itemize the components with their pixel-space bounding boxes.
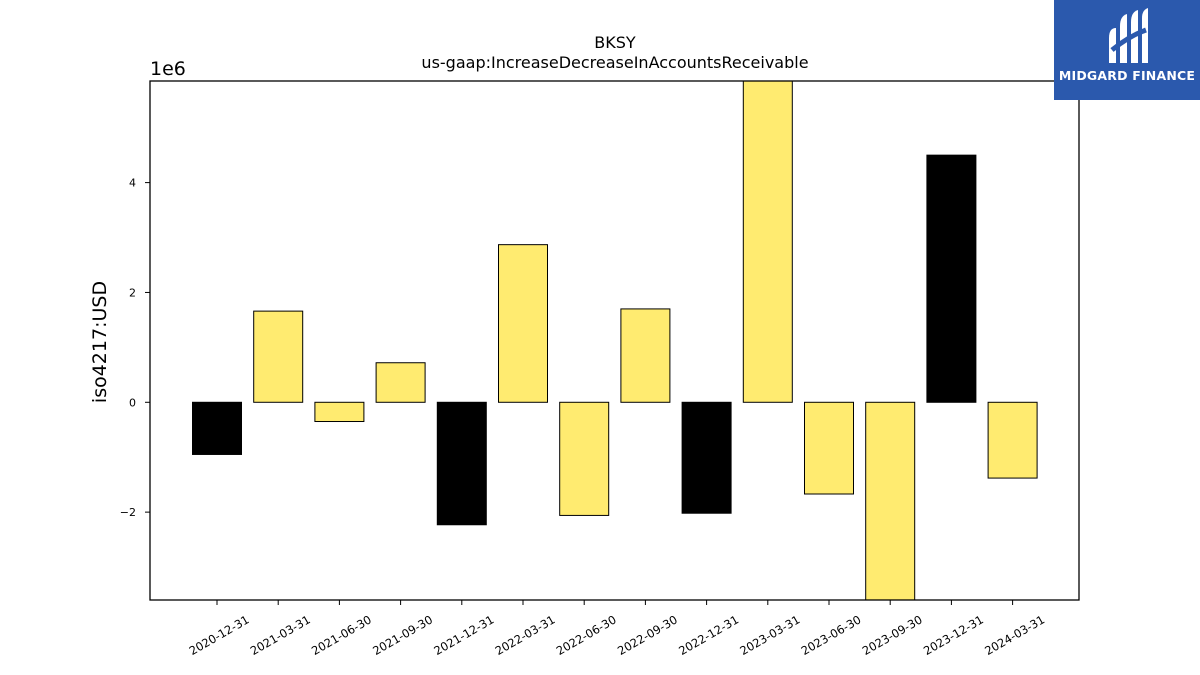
brand-logo: MIDGARD FINANCE — [1054, 0, 1200, 100]
bar-2021-06-30 — [314, 401, 365, 423]
x-tick-label: 2021-09-30 — [370, 612, 435, 658]
x-tick-label: 2020-12-31 — [187, 612, 252, 658]
x-tick-label: 2021-03-31 — [248, 612, 313, 658]
x-tick-label: 2023-12-31 — [921, 612, 986, 658]
chart-subtitle: us-gaap:IncreaseDecreaseInAccountsReceiv… — [421, 53, 808, 72]
x-tick-label: 2022-12-31 — [676, 612, 741, 658]
bar-2022-03-31 — [498, 244, 548, 403]
logo-text: MIDGARD FINANCE — [1058, 68, 1196, 83]
midgard-logo-icon — [1109, 8, 1148, 63]
x-tick-label: 2023-03-31 — [737, 612, 802, 658]
bar-2023-03-31 — [742, 81, 793, 403]
x-tick-label: 2022-06-30 — [554, 612, 619, 658]
bar-2023-09-30 — [865, 401, 916, 600]
x-tick-label: 2021-06-30 — [309, 612, 374, 658]
x-tick-label: 2023-09-30 — [860, 612, 925, 658]
bar-2022-06-30 — [559, 401, 610, 516]
y-axis-label: iso4217:USD — [89, 281, 111, 403]
chart-title: BKSY — [594, 33, 636, 52]
bar-2022-09-30 — [620, 308, 671, 403]
bar-2022-12-31 — [681, 401, 732, 514]
bar-2020-12-31 — [192, 401, 242, 455]
y-tick-label: 4 — [129, 177, 136, 190]
plot-frame — [149, 80, 1080, 601]
y-tick-label: 2 — [129, 286, 136, 299]
bar-2021-03-31 — [253, 310, 304, 403]
x-tick-label: 2021-12-31 — [431, 612, 496, 658]
x-tick-label: 2024-03-31 — [982, 612, 1047, 658]
y-tick-label: 0 — [129, 396, 136, 409]
y-tick-label: −2 — [120, 506, 136, 519]
bar-2023-12-31 — [926, 154, 977, 403]
bar-2021-12-31 — [436, 401, 487, 526]
y-multiplier-label: 1e6 — [150, 58, 186, 80]
bar-2021-09-30 — [375, 362, 426, 403]
x-tick-label: 2022-03-31 — [493, 612, 558, 658]
bar-2024-03-31 — [987, 401, 1038, 479]
bar-2023-06-30 — [804, 401, 854, 495]
x-tick-label: 2023-06-30 — [799, 612, 864, 658]
x-tick-label: 2022-09-30 — [615, 612, 680, 658]
